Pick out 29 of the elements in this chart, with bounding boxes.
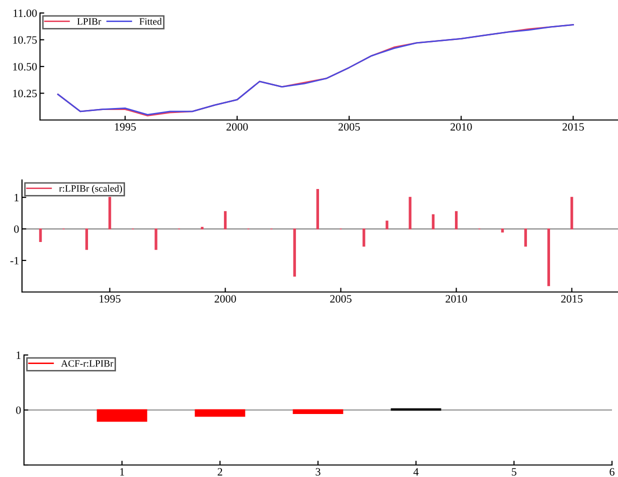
legend-label: ACF-r:LPIBr bbox=[61, 360, 114, 367]
x-tick-label: 2010 bbox=[450, 123, 472, 131]
x-tick-label: 2010 bbox=[446, 295, 467, 303]
legend-label: LPIBr bbox=[77, 18, 102, 25]
y-tick-label: 1 bbox=[14, 194, 19, 202]
x-tick-label: 6 bbox=[610, 468, 614, 476]
y-tick-label: 0 bbox=[16, 406, 21, 414]
legend-label: r:LPIBr (scaled) bbox=[59, 184, 122, 194]
x-tick-label: 5 bbox=[512, 468, 516, 476]
y-tick-label: 10.75 bbox=[13, 36, 37, 44]
x-tick-label: 2005 bbox=[330, 295, 352, 303]
x-tick-label: 1995 bbox=[115, 123, 136, 131]
x-tick-label: 4 bbox=[413, 468, 419, 476]
x-tick-label: 2015 bbox=[562, 123, 584, 131]
legend-label: Fitted bbox=[139, 18, 162, 25]
x-tick-label: 2005 bbox=[338, 123, 360, 131]
y-tick-label: 11.00 bbox=[14, 9, 37, 18]
x-tick-label: 2 bbox=[218, 468, 222, 476]
y-tick-label: 10.25 bbox=[13, 90, 37, 98]
y-tick-label: 10.50 bbox=[13, 62, 37, 71]
y-tick-label: 1 bbox=[16, 352, 21, 359]
x-tick-label: 1995 bbox=[100, 295, 120, 303]
y-tick-label: 0 bbox=[14, 225, 19, 233]
x-tick-label: 1 bbox=[120, 468, 124, 476]
x-tick-label: 3 bbox=[316, 468, 320, 476]
x-tick-label: 2015 bbox=[561, 295, 582, 303]
x-tick-label: 2000 bbox=[226, 123, 248, 131]
y-tick-label: -1 bbox=[10, 256, 19, 264]
x-tick-label: 2000 bbox=[214, 295, 236, 303]
